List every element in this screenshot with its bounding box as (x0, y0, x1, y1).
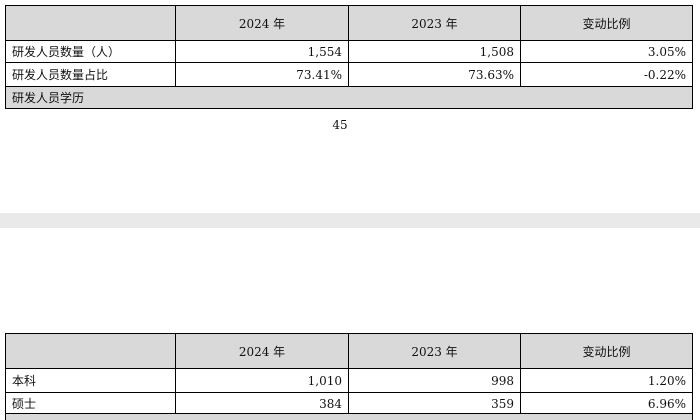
header-row: 2024 年 2023 年 变动比例 (5, 5, 693, 41)
cut-off-row (5, 413, 693, 420)
cell: 73.41% (175, 62, 349, 87)
page-number: 45 (332, 118, 348, 132)
cell: 359 (348, 392, 521, 415)
section-label: 研发人员学历 (5, 86, 693, 109)
row: 研发人员数量占比 73.41% 73.63% -0.22% (5, 62, 693, 87)
cell: 73.63% (348, 62, 521, 87)
row-label: 研发人员数量占比 (5, 62, 176, 87)
row-label: 本科 (5, 368, 176, 393)
section-row: 研发人员学历 (5, 86, 693, 109)
header-cell (5, 333, 176, 369)
cell: 384 (175, 392, 349, 415)
cell: 3.05% (520, 40, 693, 63)
header-cell: 变动比例 (520, 5, 693, 41)
cell: 6.96% (520, 392, 693, 415)
row: 研发人员数量（人） 1,554 1,508 3.05% (5, 40, 693, 63)
header-cell (5, 5, 176, 41)
rd-table: 2024 年 2023 年 变动比例 研发人员数量（人） 1,554 1,508… (5, 5, 693, 109)
cell: 1,010 (175, 368, 349, 393)
page-gap (0, 213, 700, 228)
header-cell: 2023 年 (348, 333, 521, 369)
cell: -0.22% (520, 62, 693, 87)
row-label: 研发人员数量（人） (5, 40, 176, 63)
education-table: 2024 年 2023 年 变动比例 本科 1,010 998 1.20% 硕士… (5, 333, 693, 415)
header-row: 2024 年 2023 年 变动比例 (5, 333, 693, 369)
cell: 1.20% (520, 368, 693, 393)
header-cell: 变动比例 (520, 333, 693, 369)
row: 本科 1,010 998 1.20% (5, 368, 693, 393)
row-label: 硕士 (5, 392, 176, 415)
header-cell: 2023 年 (348, 5, 521, 41)
header-cell: 2024 年 (175, 333, 349, 369)
cell: 1,554 (175, 40, 349, 63)
header-cell: 2024 年 (175, 5, 349, 41)
cell: 998 (348, 368, 521, 393)
row: 硕士 384 359 6.96% (5, 392, 693, 415)
cell: 1,508 (348, 40, 521, 63)
